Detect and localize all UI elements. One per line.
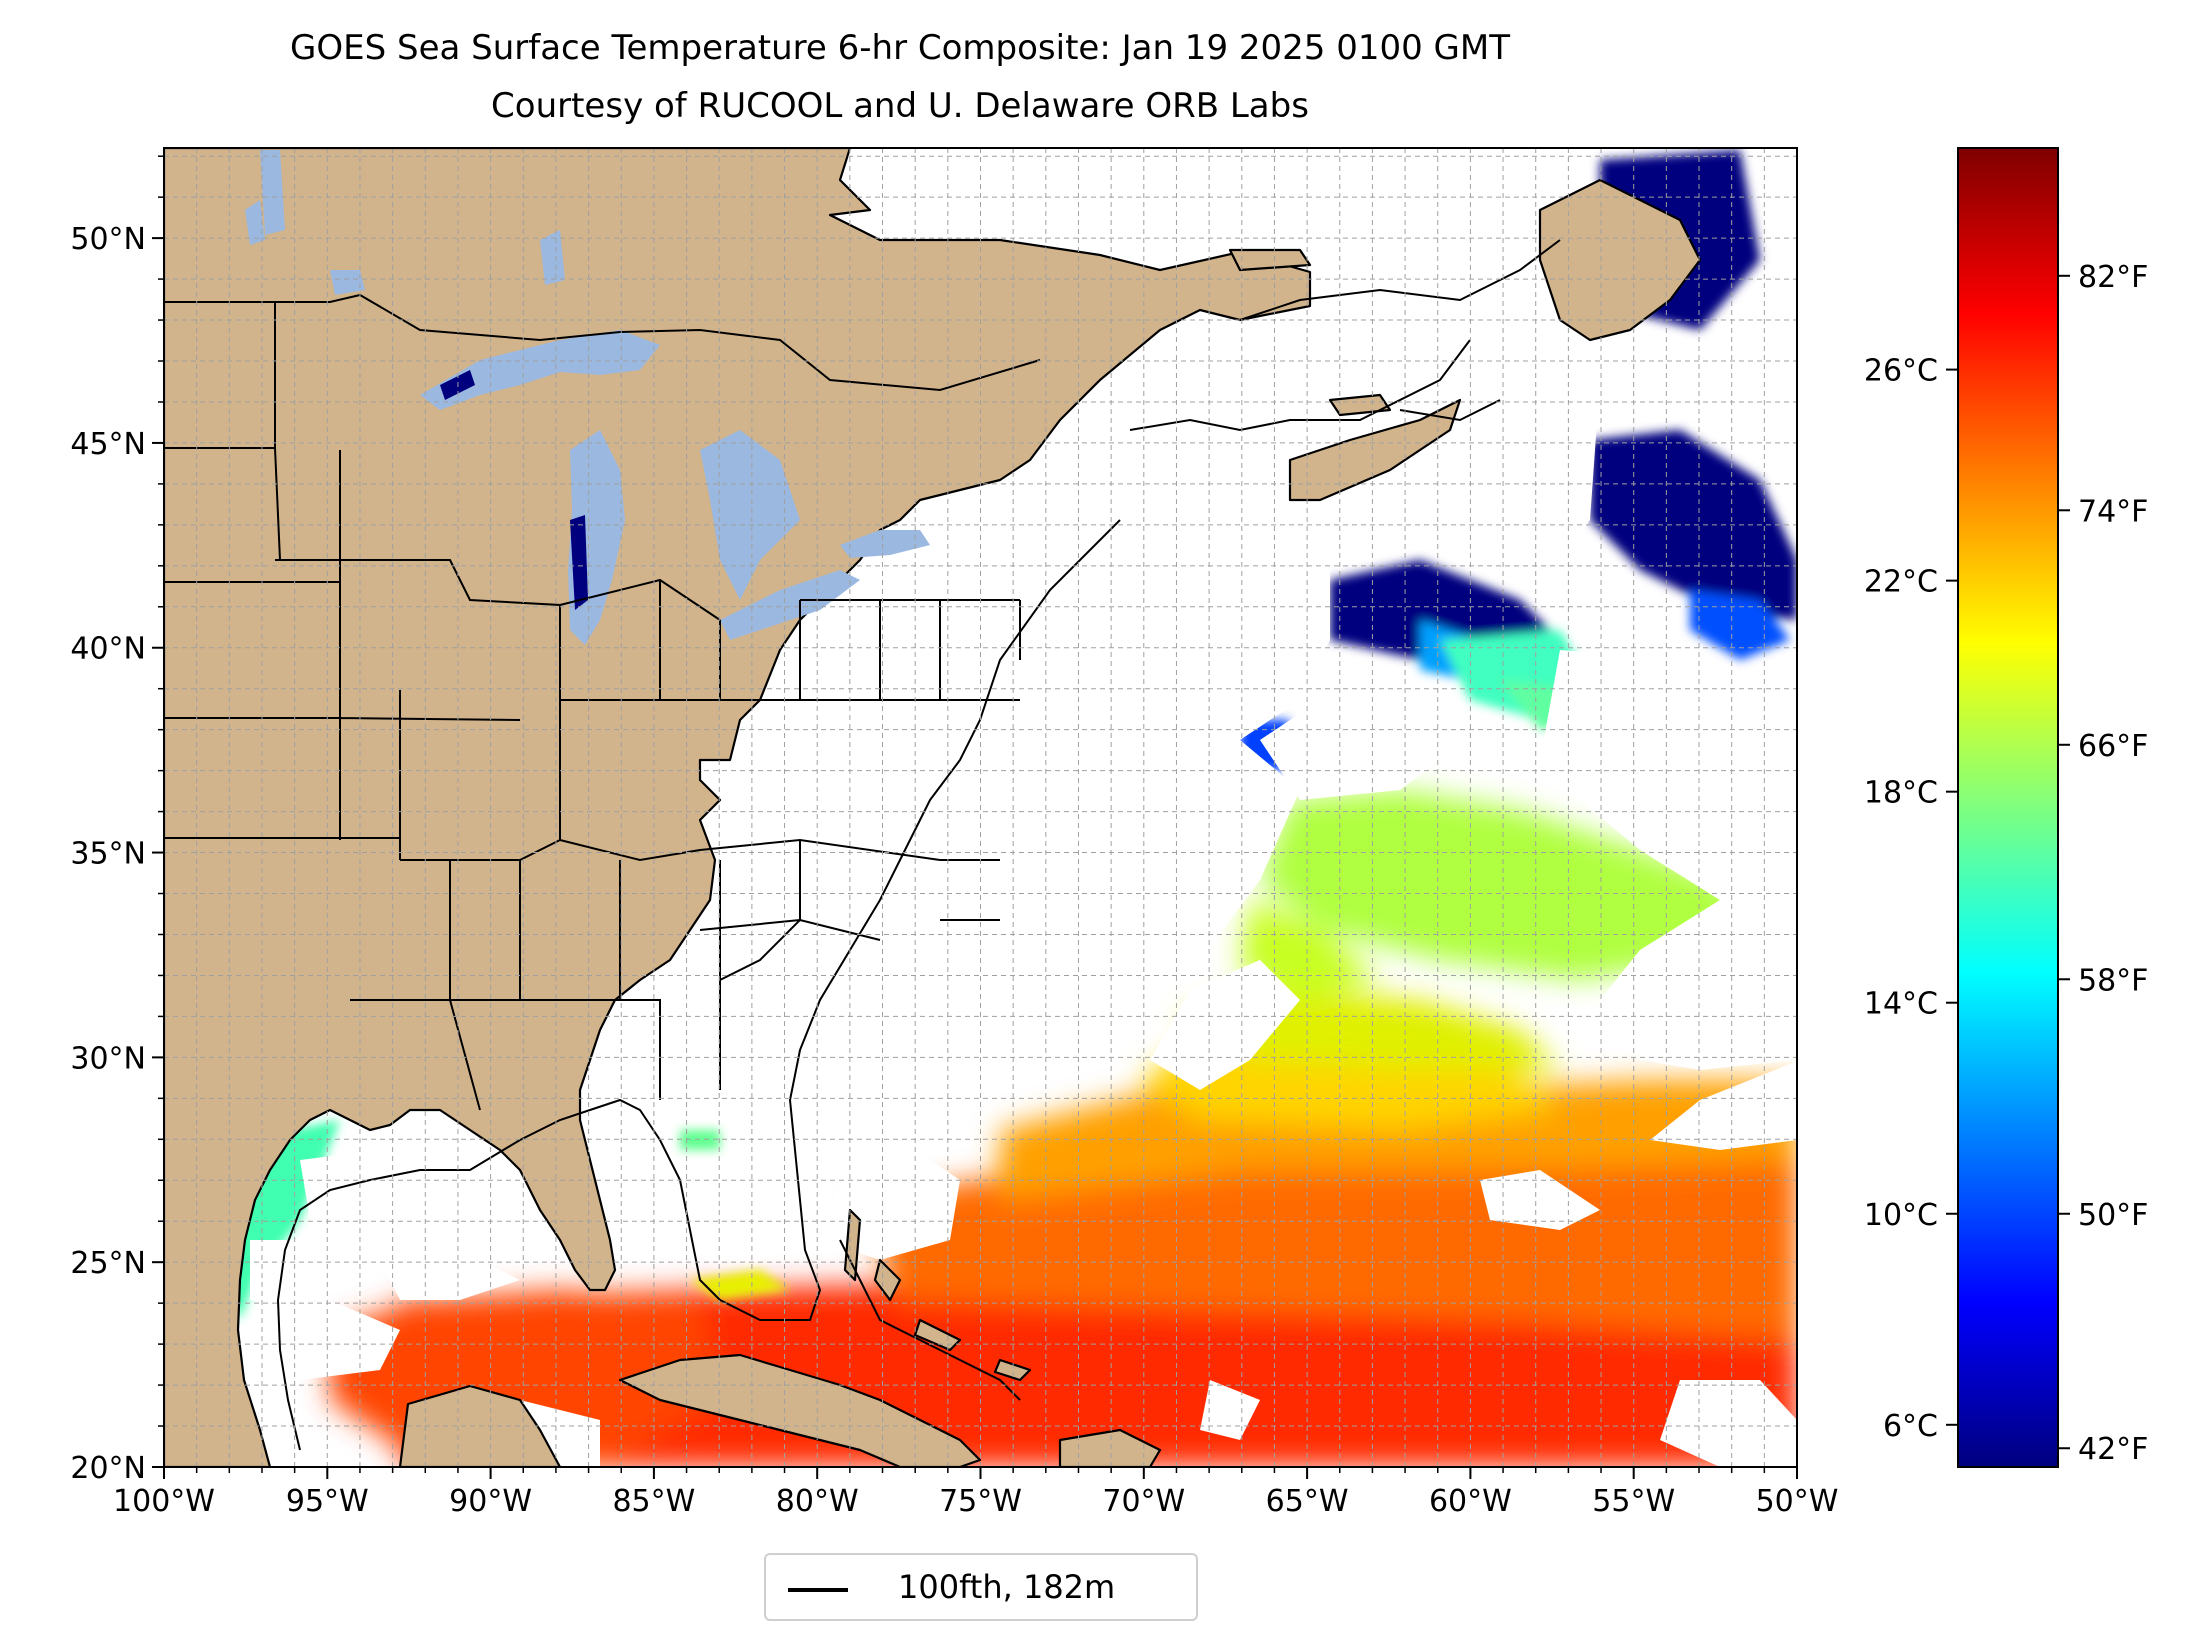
bahamas [843, 1208, 1032, 1382]
north-america-landmass [164, 148, 1312, 1467]
lake-superior [420, 330, 660, 410]
lat-tick-label: 35°N [70, 837, 146, 872]
lon-tick-label: 65°W [1266, 1484, 1349, 1519]
map-subtitle: Courtesy of RUCOOL and U. Delaware ORB L… [491, 86, 1309, 126]
celsius-tick-label: 22°C [1864, 565, 1938, 600]
lat-tick-label: 40°N [70, 632, 146, 667]
nova-scotia [1288, 398, 1462, 502]
colorbar: 6°C 10°C 14°C 18°C 22°C 26°C 42°F 50°F 58°F 66°F 7… [1864, 147, 2149, 1468]
lon-tick-label: 50°W [1756, 1484, 1839, 1519]
anticosti-island [1228, 248, 1312, 272]
lat-tick-label: 20°N [70, 1451, 146, 1486]
lake-huron [700, 430, 800, 600]
celsius-tick-label: 26°C [1864, 354, 1938, 389]
celsius-tick-label: 14°C [1864, 987, 1938, 1022]
legend-label: 100fth, 182m [898, 1568, 1116, 1606]
lon-tick-label: 60°W [1429, 1484, 1512, 1519]
fahrenheit-tick-label: 58°F [2078, 963, 2148, 998]
fahrenheit-tick-label: 66°F [2078, 729, 2148, 764]
lon-tick-label: 70°W [1102, 1484, 1185, 1519]
hispaniola [1058, 1428, 1162, 1467]
contour-100fth [276, 239, 1561, 1451]
gridlines [164, 148, 1797, 1467]
fahrenheit-tick-label: 82°F [2078, 260, 2148, 295]
lon-tick-label: 80°W [776, 1484, 859, 1519]
lat-tick-label: 25°N [70, 1246, 146, 1281]
lon-tick-label: 75°W [939, 1484, 1022, 1519]
lon-tick-label: 55°W [1592, 1484, 1675, 1519]
celsius-tick-label: 18°C [1864, 776, 1938, 811]
lake-erie [720, 570, 860, 640]
fahrenheit-tick-label: 74°F [2078, 494, 2148, 529]
lon-tick-label: 100°W [113, 1484, 215, 1519]
lat-tick-label: 30°N [70, 1041, 146, 1076]
legend-line-sample [788, 1588, 848, 1592]
prince-edward-island [1328, 393, 1392, 417]
lat-tick-label: 45°N [70, 427, 146, 462]
lake-nipigon [540, 230, 565, 285]
fahrenheit-tick-label: 42°F [2078, 1432, 2148, 1467]
map-title: GOES Sea Surface Temperature 6-hr Compos… [290, 28, 1510, 68]
colorbar-ticks: 6°C 10°C 14°C 18°C 22°C 26°C 42°F 50°F 58°F 66°F 7… [1864, 260, 2149, 1467]
celsius-tick-label: 6°C [1883, 1409, 1938, 1444]
legend: 100fth, 182m [764, 1553, 1198, 1621]
lon-tick-label: 95°W [286, 1484, 369, 1519]
fahrenheit-tick-label: 50°F [2078, 1198, 2148, 1233]
celsius-tick-label: 10°C [1864, 1198, 1938, 1233]
axis-ticks: 100°W 95°W 90°W 85°W 80°W 75°W 70°W 65°W 60°W 55°… [70, 155, 1839, 1519]
lat-tick-label: 50°N [70, 222, 146, 257]
colorbar-gradient [1957, 147, 2059, 1468]
land [164, 148, 1702, 1467]
map-plot-area [164, 148, 1797, 1467]
lon-tick-label: 90°W [449, 1484, 532, 1519]
lon-tick-label: 85°W [612, 1484, 695, 1519]
cuba [618, 1353, 982, 1467]
lake-ontario [840, 530, 930, 558]
political-borders [164, 293, 1041, 1111]
